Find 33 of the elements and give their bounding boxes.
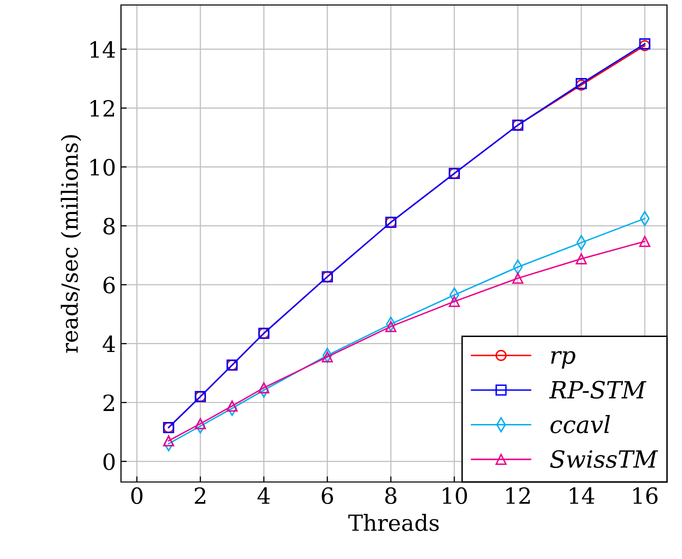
x-tick-label: 8 [385,487,396,504]
point [512,272,524,284]
y-tick-label: 14 [90,41,116,58]
x-tick-label: 10 [442,487,467,504]
x-tick-label: 6 [322,487,334,504]
x-tick-label: 12 [506,487,530,504]
point [163,435,174,446]
point [194,418,206,430]
legend-label: SwissTM [550,450,658,468]
legend-label: ccavl [550,415,610,434]
y-tick-label: 8 [103,218,115,235]
x-tick-label: 4 [257,487,270,504]
x-tick-label: 16 [633,487,658,504]
point [448,296,460,308]
x-tick-label: 14 [570,487,594,504]
legend-label: rp [551,351,576,369]
x-tick-label: 0 [131,487,142,504]
y-axis-title: reads/sec (millions) [60,135,82,353]
point [322,351,333,362]
point [258,382,270,394]
y-tick-label: 12 [90,100,114,116]
point [576,253,587,264]
point [385,320,396,332]
y-tick-label: 6 [103,276,115,294]
x-axis-title: Threads [348,514,439,532]
y-tick-label: 10 [90,158,115,176]
legend-label: RP-STM [549,380,646,399]
y-tick-label: 2 [104,394,114,411]
point [226,400,238,412]
point [639,236,650,247]
x-tick-label: 2 [194,487,206,504]
y-tick-label: 0 [103,453,115,470]
y-tick-label: 4 [102,336,116,352]
